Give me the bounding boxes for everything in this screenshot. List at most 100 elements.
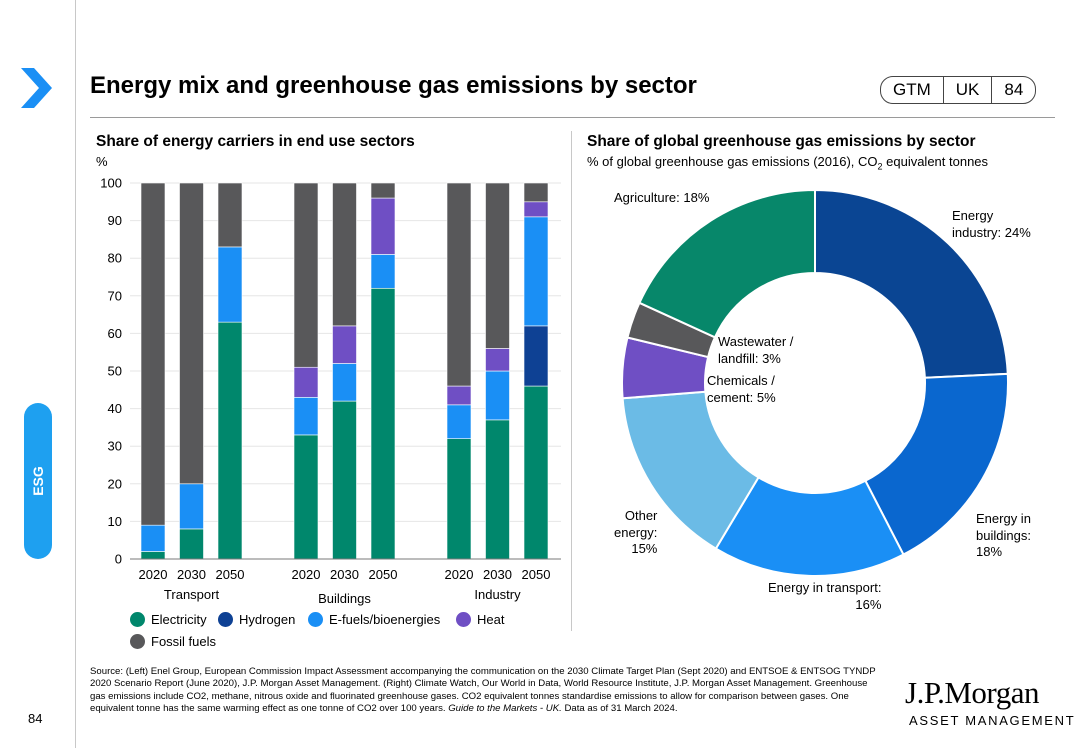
y-tick-label: 50 <box>108 364 122 379</box>
y-tick-label: 20 <box>108 476 122 491</box>
bar-segment <box>523 216 549 327</box>
bar-segment <box>332 325 357 364</box>
left-chart-subtitle: Share of energy carriers in end use sect… <box>96 133 415 150</box>
legend-item: E-fuels/bioenergies <box>308 612 440 627</box>
legend-label: Heat <box>477 612 505 627</box>
x-tick-label: 2050 <box>216 567 245 582</box>
bar-segment <box>293 182 319 368</box>
group-label: Transport <box>164 587 220 602</box>
bar-segment <box>179 483 204 530</box>
donut-label-line: Energy in transport: <box>768 580 882 595</box>
legend-swatch <box>130 612 145 627</box>
left-chart-unit: % <box>96 154 108 169</box>
right-chart-subtitle: Share of global greenhouse gas emissions… <box>587 133 976 150</box>
legend-swatch <box>456 612 471 627</box>
page-badge: GTM UK 84 <box>880 76 1037 104</box>
donut-label-line: 18% <box>976 544 1003 559</box>
legend-swatch <box>218 612 233 627</box>
donut-label-other-energy: Other energy: 15% <box>614 508 657 558</box>
legend-label: E-fuels/bioenergies <box>329 612 441 627</box>
page-number: 84 <box>28 711 43 726</box>
donut-label-line: 15% <box>631 541 658 556</box>
donut-label-wastewater: Wastewater / landfill: 3% <box>718 334 793 367</box>
donut-label-energy-buildings: Energy in buildings: 18% <box>976 511 1031 561</box>
badge-page: 84 <box>991 77 1035 103</box>
x-tick-label: 2020 <box>292 567 321 582</box>
bar-segment <box>140 182 166 526</box>
legend-label: Electricity <box>151 612 207 627</box>
bar-segment <box>446 438 472 560</box>
page-title: Energy mix and greenhouse gas emissions … <box>90 72 697 99</box>
chevron-right-icon <box>21 68 52 108</box>
donut-slice <box>864 372 1009 556</box>
bar-segment <box>332 400 357 560</box>
source-note: Source: (Left) Enel Group, European Comm… <box>90 666 876 715</box>
donut-label-agriculture: Agriculture: 18% <box>614 190 709 207</box>
bar-segment <box>332 182 357 327</box>
bar-segment <box>523 201 549 218</box>
x-tick-label: 2050 <box>369 567 398 582</box>
esg-section-tab[interactable]: ESG <box>24 403 52 559</box>
x-tick-label: 2050 <box>522 567 551 582</box>
badge-gtm: GTM <box>893 80 931 99</box>
y-tick-label: 40 <box>108 401 122 416</box>
bar-segment <box>217 246 243 323</box>
donut-label-line: Energy in <box>976 511 1031 526</box>
donut-label-line: Other <box>624 508 658 523</box>
donut-label-energy-industry: Energy industry: 24% <box>952 208 1031 241</box>
donut-label-line: cement: 5% <box>707 389 776 405</box>
esg-tab-label: ESG <box>30 466 46 496</box>
donut-slice <box>638 188 816 339</box>
x-tick-label: 2020 <box>445 567 474 582</box>
legend-swatch <box>130 634 145 649</box>
bar-segment <box>446 404 472 439</box>
x-tick-label: 2030 <box>483 567 512 582</box>
donut-label-line: landfill: 3% <box>718 350 781 366</box>
group-label: Buildings <box>318 591 371 606</box>
legend-item: Heat <box>456 612 504 627</box>
logo-wordmark: J.P.Morgan <box>905 675 1039 710</box>
legend-label: Hydrogen <box>239 612 296 627</box>
y-tick-label: 60 <box>108 326 122 341</box>
donut-label-chemicals: Chemicals / cement: 5% <box>707 373 776 406</box>
bar-segment <box>446 385 472 406</box>
donut-label-line: Agriculture: 18% <box>614 190 710 205</box>
legend-swatch <box>308 612 323 627</box>
bar-segment <box>179 528 204 560</box>
y-tick-label: 10 <box>108 514 122 529</box>
bar-segment <box>332 363 357 402</box>
bar-segment <box>370 287 396 560</box>
bar-segment <box>485 348 510 372</box>
badge-region: UK <box>942 77 992 103</box>
legend-label: Fossil fuels <box>151 634 217 649</box>
legend-item: Hydrogen <box>218 612 295 627</box>
y-tick-label: 0 <box>115 552 122 567</box>
donut-label-line: Wastewater / <box>718 334 794 349</box>
title-divider <box>90 117 1055 118</box>
bar-segment <box>140 551 166 560</box>
x-tick-label: 2020 <box>139 567 168 582</box>
bar-segment <box>523 385 549 560</box>
logo-subline: ASSET MANAGEMENT <box>909 713 1076 728</box>
left-margin-rule <box>75 0 76 748</box>
donut-label-line: Energy <box>952 208 994 223</box>
legend-item: Fossil fuels <box>130 634 216 649</box>
bar-segment <box>370 197 396 255</box>
bar-segment <box>523 182 549 203</box>
bar-segment <box>140 524 166 552</box>
bar-segment <box>293 397 319 436</box>
donut-label-line: industry: 24% <box>952 224 1031 240</box>
legend-item: Electricity <box>130 612 207 627</box>
right-chart-unit: % of global greenhouse gas emissions (20… <box>587 154 989 172</box>
bar-segment <box>446 182 472 387</box>
bar-segment <box>485 370 510 421</box>
x-tick-label: 2030 <box>330 567 359 582</box>
donut-chart <box>621 188 1009 577</box>
bar-segment <box>293 434 319 560</box>
donut-slice <box>814 188 1009 379</box>
y-tick-label: 90 <box>108 213 122 228</box>
y-tick-label: 70 <box>108 288 122 303</box>
bar-segment <box>485 419 510 560</box>
x-tick-label: 2030 <box>177 567 206 582</box>
